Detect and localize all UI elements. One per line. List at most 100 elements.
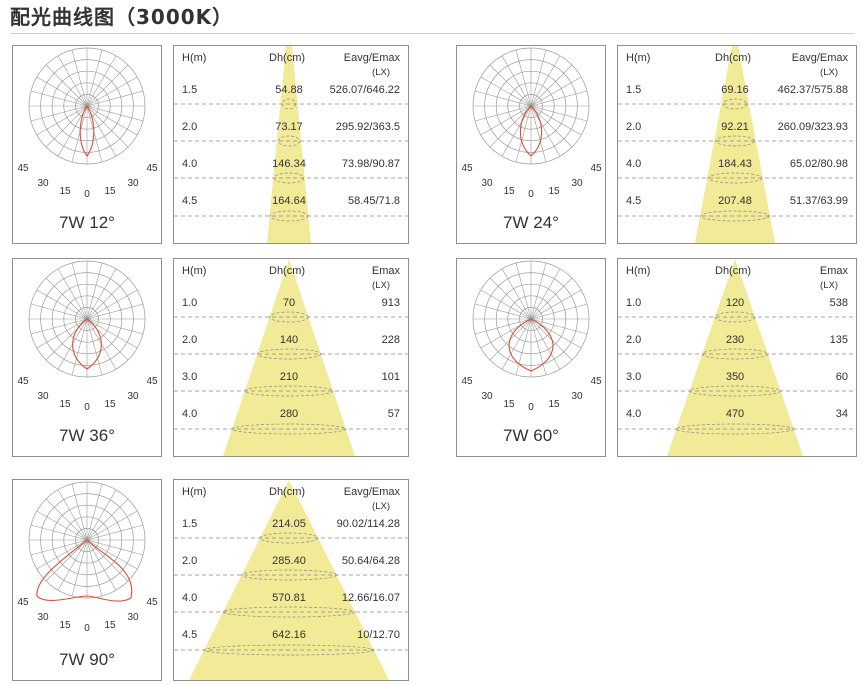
row-diameter: 230 [725,334,745,346]
polar-angle-tick: 45 [590,376,602,387]
beam-spot-ellipse [689,385,781,397]
polar-angle-tick: 15 [503,399,515,410]
col-header-illuminance-unit: (LX) [372,501,390,512]
row-diameter: 285.40 [272,555,306,567]
beam-cone [618,46,856,243]
polar-angle-tick: 45 [17,376,29,387]
col-header-illuminance-unit: (LX) [372,67,390,78]
polar-panel: 45 30 15 0 15 30 45 7W 36° [12,258,162,457]
col-header-height: H(m) [182,52,207,64]
row-illuminance: 58.45/71.8 [348,195,400,207]
polar-angle-tick: 30 [127,612,139,623]
row-height: 4.0 [626,158,642,170]
polar-panel: 45 30 15 0 15 30 45 7W 60° [456,258,606,457]
row-diameter: 642.16 [272,629,306,641]
row-height: 4.0 [182,158,198,170]
beam-cone [174,259,408,456]
col-header-illuminance: Eavg/Emax [791,52,848,64]
panel-label: 7W 36° [59,426,115,445]
beam-spot-ellipse [269,210,309,222]
polar-diagram: 45 30 15 0 15 30 45 [461,260,602,413]
panel-label: 7W 12° [59,213,115,232]
polar-panel: 45 30 15 0 15 30 45 7W 90° [12,479,162,681]
row-diameter: 207.48 [718,195,752,207]
beam-spot-ellipse [700,210,770,222]
polar-angle-tick: 0 [84,402,90,413]
beam-cone [174,480,408,680]
row-illuminance: 135 [829,334,848,346]
beam-spot-ellipse [241,569,337,581]
row-height: 2.0 [182,121,198,133]
row-diameter: 164.64 [272,195,306,207]
col-header-illuminance: Emax [371,265,400,277]
row-height: 4.5 [182,195,198,207]
polar-angle-tick: 30 [571,391,583,402]
beam-data-panel: H(m) Dh(cm) Emax (LX) 1.0 70 913 2.0 140 228 3.0 21… [173,258,409,457]
row-height: 1.0 [626,297,642,309]
row-height: 4.0 [182,408,198,420]
light-beam-cone [223,259,355,456]
beam-data-panel: H(m) Dh(cm) Eavg/Emax (LX) 1.5 214.05 90.02/11… [173,479,409,681]
beam-cone [618,259,856,456]
col-header-height: H(m) [182,265,207,277]
polar-angle-tick: 30 [571,178,583,189]
beam-spot-ellipse [231,423,347,435]
polar-angle-tick: 30 [127,178,139,189]
polar-angle-tick: 0 [528,402,534,413]
polar-angle-tick: 30 [127,391,139,402]
beam-spot-ellipse [256,348,322,360]
beam-spot-ellipse [222,606,356,618]
row-illuminance: 913 [381,297,400,309]
beam-spot-ellipse [282,98,296,110]
row-diameter: 280 [279,408,299,420]
col-header-diameter: Dh(cm) [269,486,306,498]
polar-diagram: 45 30 15 0 15 30 45 [17,47,158,200]
col-header-illuminance: Emax [819,265,848,277]
row-illuminance: 101 [381,371,400,383]
row-illuminance: 34 [835,408,848,420]
row-height: 2.0 [182,334,198,346]
light-distribution-curve [508,318,554,372]
col-header-height: H(m) [626,265,651,277]
polar-angle-tick: 45 [146,163,158,174]
page-title: 配光曲线图（3000K） [10,5,234,29]
polar-angle-tick: 15 [59,620,71,631]
beam-spot-ellipse [273,172,305,184]
row-illuminance: 538 [829,297,848,309]
beam-spot-ellipse [203,644,375,656]
col-header-illuminance-unit: (LX) [372,280,390,291]
polar-angle-tick: 0 [84,623,90,634]
polar-angle-tick: 45 [590,163,602,174]
beam-spot-ellipse [715,135,755,147]
polar-panel: 45 30 15 0 15 30 45 7W 24° [456,45,606,244]
polar-diagram: 45 30 15 0 15 30 45 [17,260,158,413]
polar-angle-tick: 45 [17,163,29,174]
beam-data-panel: H(m) Dh(cm) Eavg/Emax (LX) 1.5 69.16 462.37/57… [617,45,857,244]
polar-angle-tick: 30 [481,391,493,402]
row-height: 2.0 [626,334,642,346]
col-header-height: H(m) [182,486,207,498]
row-illuminance: 260.09/323.93 [777,121,848,133]
row-height: 4.5 [626,195,642,207]
polar-angle-tick: 15 [104,399,116,410]
polar-angle-tick: 30 [37,612,49,623]
row-illuminance: 60 [835,371,848,383]
polar-angle-tick: 45 [146,376,158,387]
polar-angle-tick: 30 [37,391,49,402]
row-illuminance: 51.37/63.99 [789,195,848,207]
polar-angle-tick: 15 [503,186,515,197]
polar-angle-tick: 30 [481,178,493,189]
title-divider [10,33,855,34]
row-diameter: 92.21 [721,121,749,133]
row-illuminance: 10/12.70 [357,629,400,641]
col-header-illuminance: Eavg/Emax [343,486,400,498]
beam-cone [174,46,408,243]
row-height: 1.5 [626,84,642,96]
row-height: 2.0 [182,555,198,567]
col-header-illuminance-unit: (LX) [820,67,838,78]
row-height: 4.5 [182,629,198,641]
row-height: 3.0 [626,371,642,383]
col-header-diameter: Dh(cm) [269,52,306,64]
polar-angle-tick: 45 [461,163,473,174]
beam-spot-ellipse [675,423,795,435]
